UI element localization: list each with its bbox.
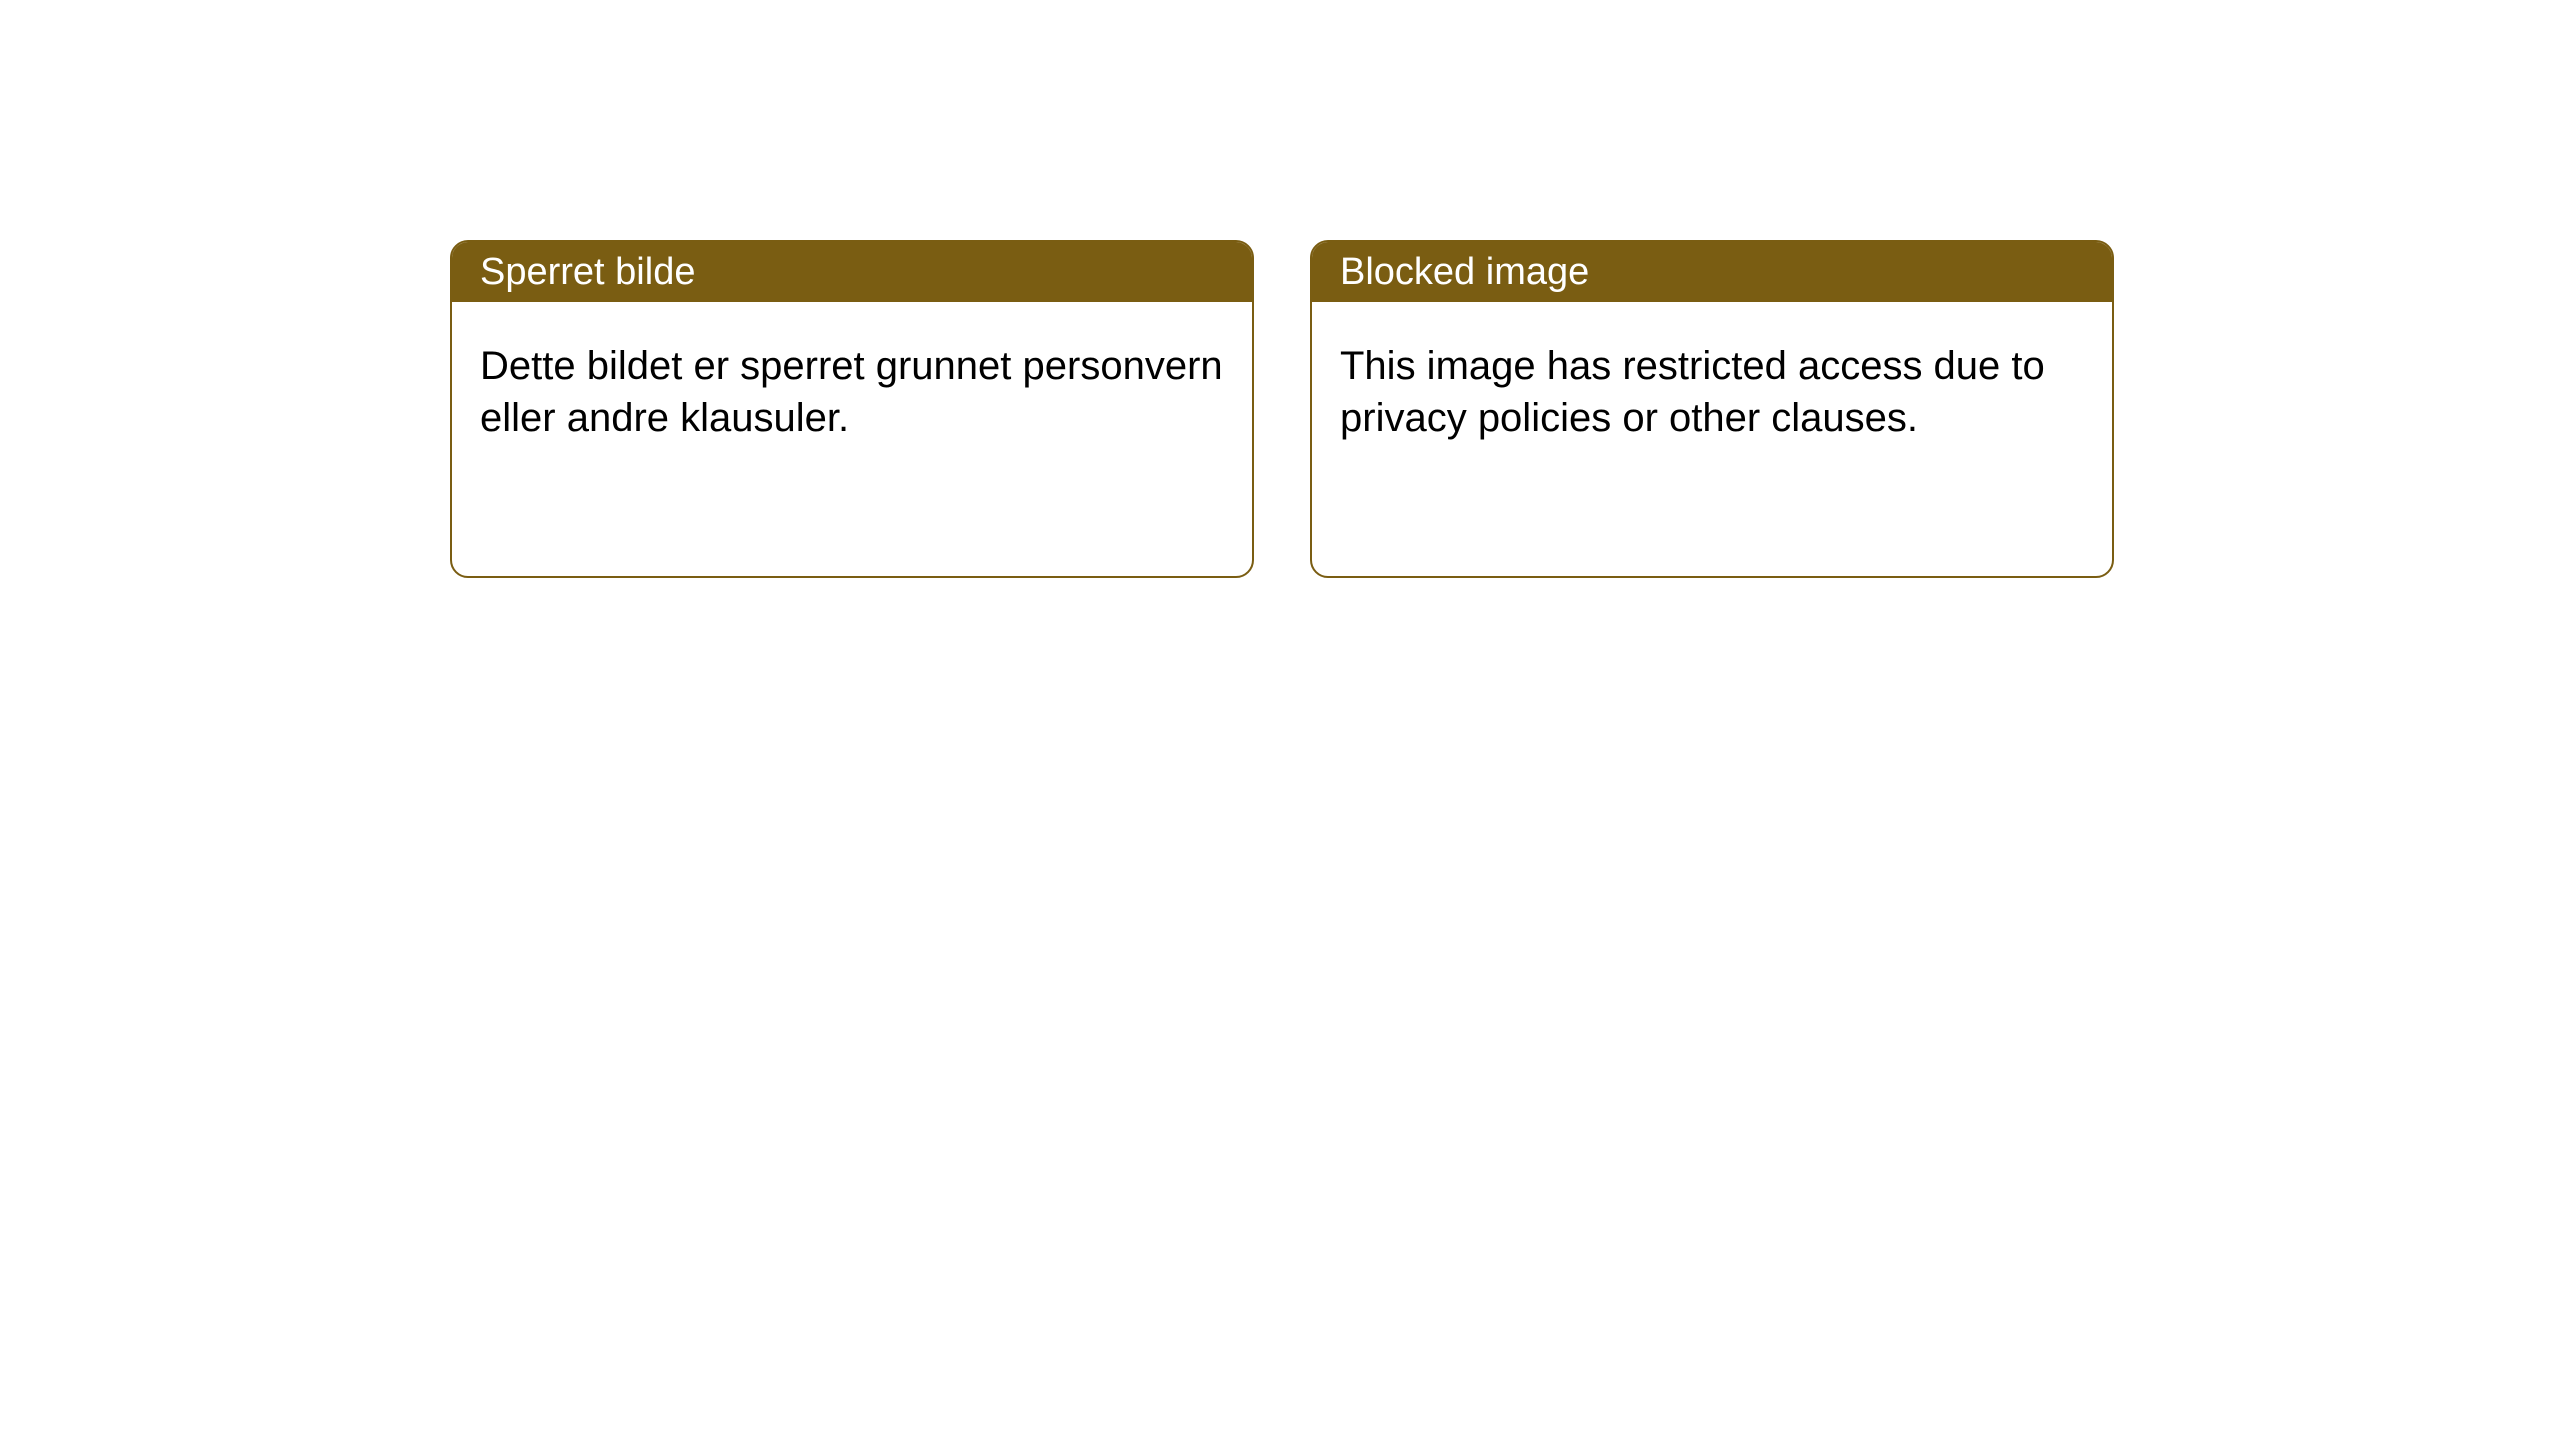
cards-container: Sperret bilde Dette bildet er sperret gr… — [450, 240, 2114, 578]
card-text-en: This image has restricted access due to … — [1340, 344, 2045, 440]
blocked-image-card-en: Blocked image This image has restricted … — [1310, 240, 2114, 578]
blocked-image-card-no: Sperret bilde Dette bildet er sperret gr… — [450, 240, 1254, 578]
card-body-en: This image has restricted access due to … — [1312, 302, 2112, 482]
card-title-en: Blocked image — [1340, 251, 1589, 294]
card-header-no: Sperret bilde — [452, 242, 1252, 302]
card-text-no: Dette bildet er sperret grunnet personve… — [480, 344, 1223, 440]
card-title-no: Sperret bilde — [480, 251, 695, 294]
card-body-no: Dette bildet er sperret grunnet personve… — [452, 302, 1252, 482]
card-header-en: Blocked image — [1312, 242, 2112, 302]
